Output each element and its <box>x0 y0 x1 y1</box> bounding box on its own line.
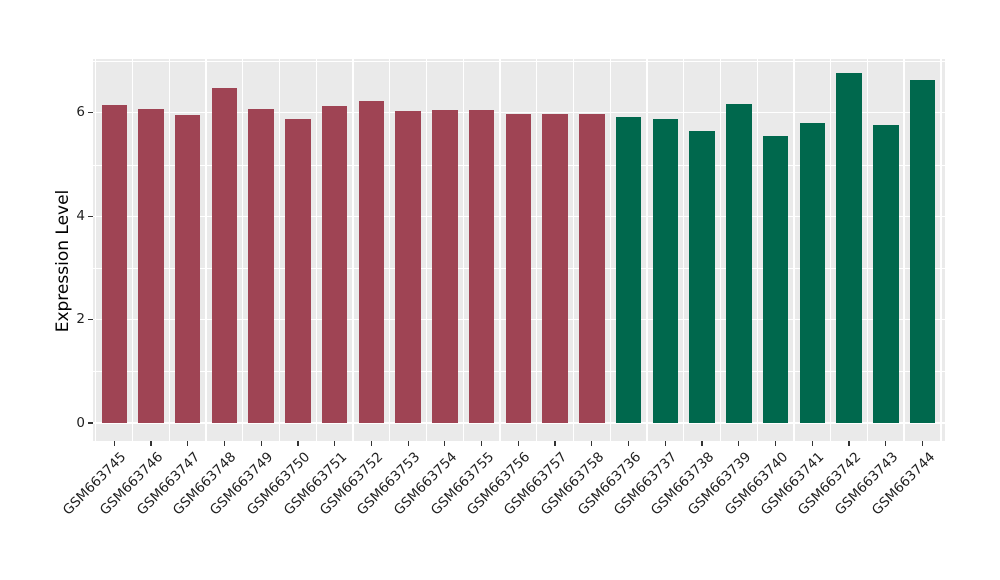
y-tick-mark-0 <box>88 422 93 424</box>
x-tick-mark-GSM663757 <box>554 441 556 446</box>
gridline-vertical-16 <box>683 59 685 441</box>
bar-GSM663744 <box>909 79 936 423</box>
x-tick-mark-GSM663753 <box>407 441 409 446</box>
x-tick-mark-GSM663748 <box>223 441 226 446</box>
bar-GSM663736 <box>615 116 642 423</box>
x-tick-mark-GSM663754 <box>444 441 446 446</box>
gridline-vertical-17 <box>719 59 722 441</box>
x-tick-mark-GSM663742 <box>848 441 850 446</box>
x-tick-mark-GSM663736 <box>627 441 630 446</box>
gridline-minor-7 <box>93 61 945 62</box>
bar-GSM663741 <box>799 123 825 423</box>
x-tick-mark-GSM663745 <box>113 441 115 446</box>
x-tick-mark-GSM663755 <box>481 441 483 446</box>
bar-GSM663758 <box>579 114 605 423</box>
bar-GSM663757 <box>542 114 568 423</box>
y-tick-label-2: 2 <box>76 311 85 328</box>
x-tick-mark-GSM663740 <box>774 441 777 446</box>
bar-GSM663755 <box>468 109 495 423</box>
bar-GSM663740 <box>762 136 789 423</box>
gridline-vertical-10 <box>462 59 464 441</box>
x-tick-mark-GSM663744 <box>921 441 924 446</box>
x-tick-mark-GSM663739 <box>738 441 740 446</box>
gridline-vertical-21 <box>866 59 869 441</box>
gridline-vertical-5 <box>278 59 281 441</box>
bar-GSM663756 <box>505 114 532 423</box>
gridline-vertical-14 <box>609 59 611 441</box>
bar-GSM663749 <box>248 108 274 423</box>
gridline-vertical-15 <box>646 59 648 441</box>
bar-GSM663737 <box>652 119 679 423</box>
bar-GSM663742 <box>836 73 862 423</box>
x-tick-mark-GSM663747 <box>187 441 189 446</box>
plot-panel <box>93 59 945 441</box>
gridline-vertical-1 <box>131 59 134 441</box>
x-tick-mark-GSM663749 <box>260 441 262 446</box>
bar-GSM663743 <box>873 124 899 423</box>
x-tick-mark-GSM663743 <box>885 441 887 446</box>
y-tick-label-0: 0 <box>76 414 85 431</box>
gridline-vertical-7 <box>352 59 354 441</box>
gridline-vertical-23 <box>940 59 942 441</box>
bar-GSM663746 <box>138 108 164 423</box>
x-tick-mark-GSM663750 <box>297 441 299 446</box>
gridline-vertical-6 <box>315 59 317 441</box>
x-tick-mark-GSM663752 <box>370 441 372 446</box>
gridline-vertical-13 <box>572 59 575 441</box>
y-tick-label-4: 4 <box>76 207 85 224</box>
bars-layer <box>93 59 945 441</box>
bar-GSM663747 <box>174 114 201 423</box>
x-tick-mark-GSM663758 <box>591 441 593 446</box>
bar-GSM663754 <box>432 109 458 423</box>
gridline-vertical-0 <box>95 59 97 441</box>
gridline-vertical-8 <box>389 59 391 441</box>
bar-GSM663745 <box>101 105 127 423</box>
gridline-vertical-4 <box>242 59 244 441</box>
x-tick-mark-GSM663756 <box>517 441 519 446</box>
bar-GSM663753 <box>395 111 421 423</box>
gridline-vertical-19 <box>793 59 795 441</box>
gridline-vertical-22 <box>903 59 905 441</box>
bar-GSM663739 <box>726 104 752 423</box>
bar-GSM663751 <box>321 106 348 423</box>
gridline-vertical-12 <box>536 59 538 441</box>
y-axis-title: Expression Level <box>53 189 73 333</box>
x-tick-mark-GSM663741 <box>811 441 813 446</box>
bar-GSM663748 <box>211 87 238 423</box>
gridline-major-6 <box>93 112 945 114</box>
bar-GSM663738 <box>689 131 715 423</box>
gridline-vertical-2 <box>168 59 170 441</box>
gridline-vertical-3 <box>205 59 207 441</box>
x-tick-mark-GSM663737 <box>664 441 666 446</box>
gridline-vertical-20 <box>829 59 832 441</box>
y-tick-mark-2 <box>88 319 93 321</box>
y-tick-mark-4 <box>88 215 93 217</box>
y-tick-label-6: 6 <box>76 104 85 121</box>
gridline-major-0 <box>93 422 945 424</box>
gridline-vertical-9 <box>425 59 428 441</box>
vertical-gridlines-layer <box>93 59 945 441</box>
x-tick-mark-GSM663751 <box>334 441 336 446</box>
bar-GSM663750 <box>285 118 311 423</box>
y-tick-mark-6 <box>88 112 93 114</box>
gridline-vertical-18 <box>756 59 758 441</box>
bar-GSM663752 <box>358 101 385 423</box>
gridline-vertical-11 <box>499 59 501 441</box>
x-tick-mark-GSM663738 <box>701 441 703 446</box>
x-tick-mark-GSM663746 <box>150 441 152 446</box>
